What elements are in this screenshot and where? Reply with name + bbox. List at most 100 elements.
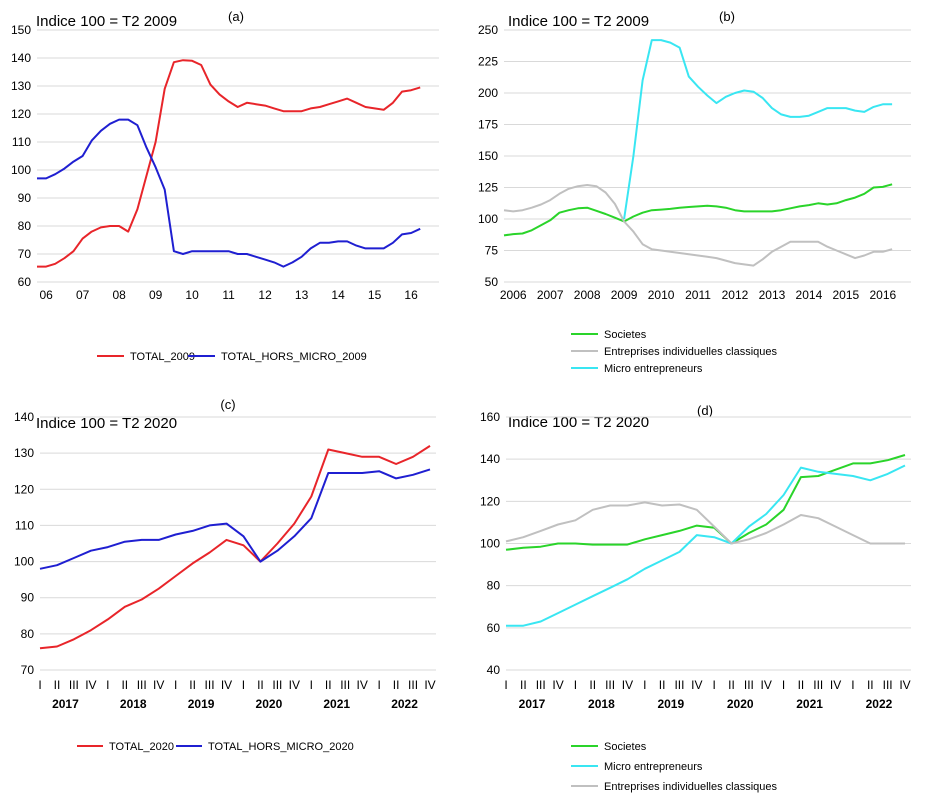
quarter-label: IV bbox=[153, 678, 164, 692]
quarter-label: II bbox=[393, 678, 400, 692]
y-tick-label: 120 bbox=[480, 494, 500, 508]
y-tick-label: 130 bbox=[14, 446, 34, 460]
x-tick-label: 09 bbox=[149, 288, 163, 302]
year-label: 2018 bbox=[120, 697, 147, 711]
y-tick-label: 100 bbox=[14, 555, 34, 569]
quarter-label: I bbox=[643, 678, 646, 692]
legend-label: Entreprises individuelles classiques bbox=[604, 346, 778, 358]
y-tick-label: 160 bbox=[480, 410, 500, 424]
quarter-label: II bbox=[589, 678, 596, 692]
quarter-label: IV bbox=[552, 678, 563, 692]
legend-label: Societes bbox=[604, 329, 647, 341]
quarter-label: III bbox=[272, 678, 282, 692]
y-tick-label: 80 bbox=[18, 219, 32, 233]
quarter-label: IV bbox=[691, 678, 702, 692]
legend-label: Micro entrepreneurs bbox=[604, 363, 703, 375]
quarter-label: III bbox=[744, 678, 754, 692]
y-tick-label: 90 bbox=[21, 591, 35, 605]
quarter-label: IV bbox=[357, 678, 368, 692]
series-line bbox=[503, 183, 893, 237]
quarter-label: III bbox=[408, 678, 418, 692]
y-tick-label: 70 bbox=[21, 663, 35, 677]
series-line bbox=[506, 464, 906, 627]
x-tick-label: 15 bbox=[368, 288, 382, 302]
quarter-label: IV bbox=[289, 678, 300, 692]
quarter-label: III bbox=[69, 678, 79, 692]
quarter-label: I bbox=[310, 678, 313, 692]
x-tick-label: 2006 bbox=[500, 288, 527, 302]
year-label: 2021 bbox=[323, 697, 350, 711]
quarter-label: I bbox=[851, 678, 854, 692]
chart-title: Indice 100 = T2 2020 bbox=[508, 414, 649, 431]
legend-label: TOTAL_2020 bbox=[109, 741, 174, 753]
y-tick-label: 100 bbox=[480, 537, 500, 551]
chart-title: Indice 100 = T2 2020 bbox=[36, 415, 177, 432]
y-tick-label: 150 bbox=[11, 23, 31, 37]
y-tick-label: 80 bbox=[487, 579, 501, 593]
y-tick-label: 90 bbox=[18, 191, 32, 205]
quarter-label: III bbox=[205, 678, 215, 692]
quarter-label: II bbox=[189, 678, 196, 692]
quarter-label: II bbox=[798, 678, 805, 692]
chart-b: Indice 100 = T2 2009 (b) 50 75 100 125 150 175 2… bbox=[478, 9, 911, 375]
year-label: 2018 bbox=[588, 697, 615, 711]
legend-label: Micro entrepreneurs bbox=[604, 761, 703, 773]
panel-label: (c) bbox=[220, 397, 235, 412]
quarter-label: I bbox=[574, 678, 577, 692]
quarter-label: II bbox=[121, 678, 128, 692]
x-tick-label: 2016 bbox=[869, 288, 896, 302]
x-tick-label: 06 bbox=[39, 288, 53, 302]
y-tick-label: 110 bbox=[15, 518, 34, 532]
quarter-label: IV bbox=[221, 678, 232, 692]
panel-label: (d) bbox=[697, 403, 713, 418]
quarter-label: I bbox=[504, 678, 507, 692]
chart-title: Indice 100 = T2 2009 bbox=[36, 13, 177, 30]
chart-title: Indice 100 = T2 2009 bbox=[508, 13, 649, 30]
quarter-label: II bbox=[520, 678, 527, 692]
year-label: 2019 bbox=[657, 697, 684, 711]
x-tick-label: 2008 bbox=[574, 288, 601, 302]
y-tick-label: 80 bbox=[21, 627, 35, 641]
x-tick-label: 10 bbox=[185, 288, 199, 302]
year-label: 2019 bbox=[188, 697, 215, 711]
series-line bbox=[37, 59, 421, 268]
x-tick-label: 11 bbox=[222, 288, 235, 302]
y-tick-label: 70 bbox=[18, 247, 32, 261]
quarter-label: III bbox=[536, 678, 546, 692]
y-tick-label: 50 bbox=[485, 275, 499, 289]
x-tick-label: 08 bbox=[112, 288, 126, 302]
quarter-label: I bbox=[174, 678, 177, 692]
y-tick-label: 130 bbox=[11, 79, 31, 93]
chart-c: Indice 100 = T2 2020 (c) 70 80 90 100 110 120 13… bbox=[14, 397, 436, 753]
x-tick-label: 2013 bbox=[759, 288, 786, 302]
y-tick-label: 120 bbox=[14, 482, 34, 496]
x-tick-label: 2014 bbox=[796, 288, 823, 302]
x-tick-label: 2010 bbox=[648, 288, 675, 302]
y-tick-label: 150 bbox=[478, 149, 498, 163]
legend-label: TOTAL_HORS_MICRO_2009 bbox=[221, 351, 367, 363]
x-tick-label: 12 bbox=[258, 288, 272, 302]
series-line bbox=[37, 118, 421, 268]
year-label: 2017 bbox=[52, 697, 79, 711]
quarter-label: II bbox=[54, 678, 61, 692]
x-tick-label: 16 bbox=[404, 288, 418, 302]
y-tick-label: 60 bbox=[487, 621, 501, 635]
quarter-label: IV bbox=[85, 678, 96, 692]
quarter-label: III bbox=[813, 678, 823, 692]
series-line bbox=[39, 468, 431, 570]
x-tick-label: 2012 bbox=[722, 288, 749, 302]
series-line bbox=[39, 445, 431, 650]
legend-label: Societes bbox=[604, 741, 647, 753]
quarter-label: III bbox=[340, 678, 350, 692]
x-tick-label: 14 bbox=[331, 288, 345, 302]
x-tick-label: 2007 bbox=[537, 288, 564, 302]
year-label: 2020 bbox=[727, 697, 754, 711]
year-label: 2021 bbox=[796, 697, 823, 711]
quarter-label: I bbox=[713, 678, 716, 692]
y-tick-label: 75 bbox=[485, 244, 499, 258]
y-tick-label: 175 bbox=[478, 118, 498, 132]
quarter-label: II bbox=[867, 678, 874, 692]
year-label: 2022 bbox=[866, 697, 893, 711]
x-tick-label: 2015 bbox=[833, 288, 860, 302]
